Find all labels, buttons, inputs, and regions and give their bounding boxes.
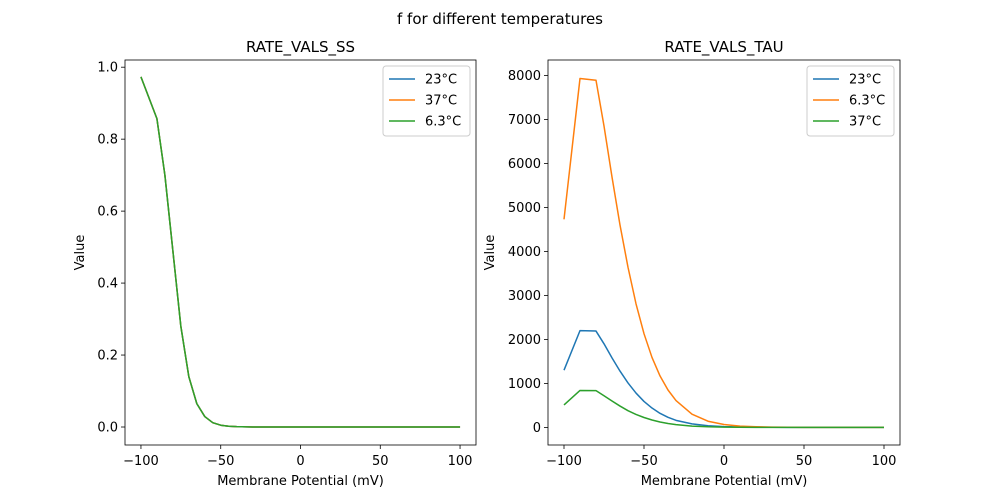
y-tick-label: 0 xyxy=(533,421,541,436)
y-tick-label: 0.2 xyxy=(97,349,118,364)
legend-label-0: 23°C xyxy=(425,73,457,88)
x-tick-label: −50 xyxy=(207,454,234,469)
legend-box xyxy=(382,65,471,137)
x-axis-label: Membrane Potential (mV) xyxy=(641,474,808,489)
series-group xyxy=(563,77,884,429)
y-axis-label: Value xyxy=(73,235,88,271)
y-tick-label: 1.0 xyxy=(97,61,118,76)
y-tick-label: 7000 xyxy=(508,113,541,128)
legend: 23°C 37°C 6.3°C xyxy=(382,65,471,137)
chart-panel-tau: −100 −50 0 50 100010002000300040005000600070… xyxy=(483,38,901,489)
series-line-2 xyxy=(140,76,461,428)
axes-title: RATE_VALS_TAU xyxy=(664,38,783,57)
y-tick-label: 5000 xyxy=(508,201,541,216)
x-tick-label: 0 xyxy=(720,454,728,469)
y-tick-label: 3000 xyxy=(508,289,541,304)
y-tick-label: 4000 xyxy=(508,245,541,260)
x-tick-label: 50 xyxy=(372,454,389,469)
x-tick-label: −100 xyxy=(546,454,582,469)
axes-title: RATE_VALS_SS xyxy=(246,38,355,57)
y-tick-label: 0.0 xyxy=(97,421,118,436)
legend-label-0: 23°C xyxy=(849,73,881,88)
y-tick-label: 1000 xyxy=(508,377,541,392)
series-line-2 xyxy=(563,389,884,429)
y-tick-label: 8000 xyxy=(508,69,541,84)
x-tick-label: 0 xyxy=(296,454,304,469)
legend-box xyxy=(806,65,895,137)
y-axis-label: Value xyxy=(483,235,498,271)
legend-label-2: 37°C xyxy=(849,115,881,130)
y-tick-label: 2000 xyxy=(508,333,541,348)
x-tick-label: −50 xyxy=(630,454,657,469)
chart-panel-ss: −100 −50 0 50 100 0.0 0.2 0.4 0.6 0.8 1.0 RATE_VALS… xyxy=(73,38,477,489)
y-tick-label: 0.4 xyxy=(97,277,118,292)
legend-label-2: 6.3°C xyxy=(425,115,461,130)
x-tick-label: 100 xyxy=(448,454,473,469)
figure-suptitle: f for different temperatures xyxy=(397,10,603,28)
series-group xyxy=(140,76,461,428)
legend: 23°C 6.3°C 37°C xyxy=(806,65,895,137)
x-axis-label: Membrane Potential (mV) xyxy=(217,474,384,489)
y-tick-label: 0.8 xyxy=(97,133,118,148)
x-tick-label: 100 xyxy=(872,454,897,469)
x-tick-label: 50 xyxy=(796,454,813,469)
legend-label-1: 37°C xyxy=(425,94,457,109)
y-tick-label: 0.6 xyxy=(97,205,118,220)
y-tick-label: 6000 xyxy=(508,157,541,172)
legend-label-1: 6.3°C xyxy=(849,94,885,109)
x-tick-label: −100 xyxy=(123,454,159,469)
